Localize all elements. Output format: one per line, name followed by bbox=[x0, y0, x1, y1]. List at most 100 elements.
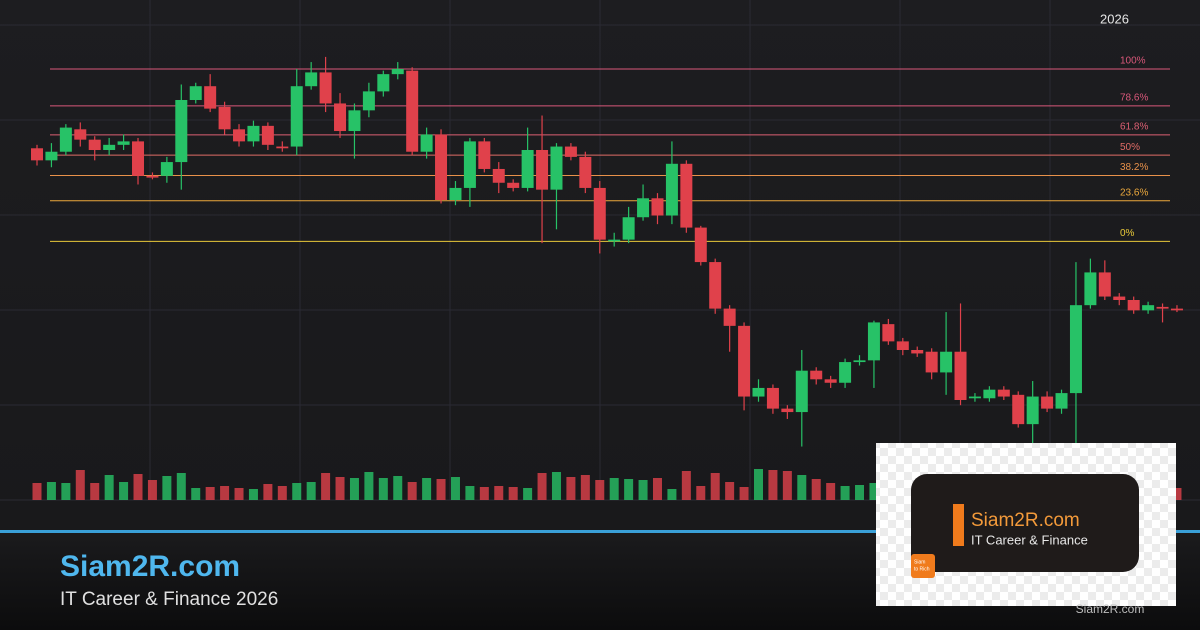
candle-body bbox=[218, 106, 231, 130]
volume-bar bbox=[797, 475, 807, 500]
volume-bar bbox=[523, 488, 533, 500]
volume-bar bbox=[811, 479, 821, 500]
volume-bar bbox=[681, 471, 691, 500]
candle-body bbox=[1127, 300, 1140, 311]
volume-bar bbox=[638, 480, 648, 500]
volume-bar bbox=[1172, 488, 1182, 500]
volume-bar bbox=[537, 473, 547, 500]
candle-body bbox=[74, 129, 87, 140]
volume-bar bbox=[61, 483, 71, 500]
volume-bar bbox=[667, 489, 677, 500]
banner-subtitle: IT Career & Finance 2026 bbox=[60, 589, 278, 610]
candle-body bbox=[103, 144, 116, 150]
candle-body bbox=[853, 360, 866, 363]
volume-bar bbox=[364, 472, 374, 500]
volume-bar bbox=[234, 488, 244, 500]
candle-body bbox=[492, 168, 505, 183]
candle-body bbox=[550, 146, 563, 190]
candle-body bbox=[334, 103, 347, 132]
candle-body bbox=[204, 86, 217, 109]
volume-bar bbox=[551, 472, 561, 500]
candle-body bbox=[1041, 396, 1054, 409]
candle-body bbox=[622, 217, 635, 240]
candle-body bbox=[1012, 394, 1025, 425]
candle-body bbox=[189, 86, 202, 100]
candle-body bbox=[1142, 305, 1155, 311]
candle-body bbox=[391, 68, 404, 75]
fib-label: 50% bbox=[1120, 142, 1140, 153]
candle-body bbox=[940, 351, 953, 373]
volume-bar bbox=[393, 476, 403, 500]
candle-body bbox=[997, 389, 1010, 397]
logo-accent bbox=[953, 504, 964, 546]
candle-body bbox=[1098, 272, 1111, 297]
footer-line bbox=[0, 530, 1200, 533]
candle-body bbox=[521, 150, 534, 188]
volume-bar bbox=[754, 469, 763, 500]
volume-bar bbox=[75, 470, 85, 500]
volume-bar bbox=[768, 470, 778, 500]
volume-bar bbox=[176, 473, 186, 500]
candle-body bbox=[968, 396, 981, 399]
volume-bar bbox=[422, 478, 432, 500]
candle-body bbox=[463, 141, 476, 188]
volume-bar bbox=[263, 484, 273, 500]
volume-bar bbox=[407, 482, 417, 500]
volume-bar bbox=[696, 486, 706, 500]
candle-body bbox=[752, 387, 765, 397]
volume-bar bbox=[782, 471, 792, 500]
volume-bar bbox=[133, 474, 143, 500]
candle-body bbox=[766, 387, 779, 409]
volume-bar bbox=[248, 489, 258, 500]
candle-body bbox=[175, 100, 188, 163]
candle-body bbox=[290, 86, 303, 147]
volume-bar bbox=[292, 483, 302, 500]
candle-body bbox=[564, 146, 577, 157]
volume-bar bbox=[90, 483, 100, 500]
volume-bar bbox=[580, 475, 590, 500]
candle-body bbox=[420, 134, 433, 152]
candle-body bbox=[319, 72, 332, 104]
fib-label: 38.2% bbox=[1120, 162, 1148, 173]
volume-bar bbox=[436, 479, 446, 500]
candle-body bbox=[1055, 393, 1068, 409]
candle-body bbox=[1026, 396, 1039, 425]
candle-body bbox=[608, 239, 621, 242]
volume-bar bbox=[725, 482, 735, 500]
volume-bar bbox=[277, 486, 287, 500]
candle-body bbox=[406, 70, 419, 152]
card-subtitle: IT Career & Finance bbox=[971, 532, 1088, 547]
candle-body bbox=[146, 175, 159, 178]
candle-body bbox=[1069, 305, 1082, 394]
volume-bar bbox=[321, 473, 331, 500]
candle-body bbox=[1084, 272, 1097, 306]
candle-body bbox=[1170, 308, 1183, 311]
volume-bar bbox=[624, 479, 634, 500]
candle-body bbox=[925, 351, 938, 373]
candle-body bbox=[233, 129, 246, 142]
volume-bar bbox=[46, 482, 56, 500]
candle-body bbox=[117, 141, 130, 145]
volume-bar bbox=[465, 486, 475, 500]
volume-bar bbox=[739, 487, 749, 500]
logo-text: to Rich bbox=[914, 566, 930, 572]
candle-body bbox=[954, 351, 967, 400]
volume-bar bbox=[595, 480, 605, 500]
candle-body bbox=[680, 163, 693, 228]
candle-body bbox=[896, 341, 909, 350]
volume-bar bbox=[869, 483, 879, 500]
volume-bar bbox=[450, 477, 460, 500]
watermark: Siam2R.com bbox=[1076, 602, 1145, 616]
volume-bar bbox=[508, 487, 518, 500]
volume-bar bbox=[349, 478, 359, 500]
candle-body bbox=[1156, 306, 1169, 309]
fib-label: 23.6% bbox=[1120, 187, 1148, 198]
card-title: Siam2R.com bbox=[971, 510, 1080, 531]
volume-bar bbox=[306, 482, 316, 500]
volume-bar bbox=[840, 486, 850, 500]
candle-body bbox=[867, 322, 880, 361]
candle-body bbox=[31, 148, 43, 161]
candle-body bbox=[362, 91, 375, 111]
candle-body bbox=[579, 156, 592, 188]
